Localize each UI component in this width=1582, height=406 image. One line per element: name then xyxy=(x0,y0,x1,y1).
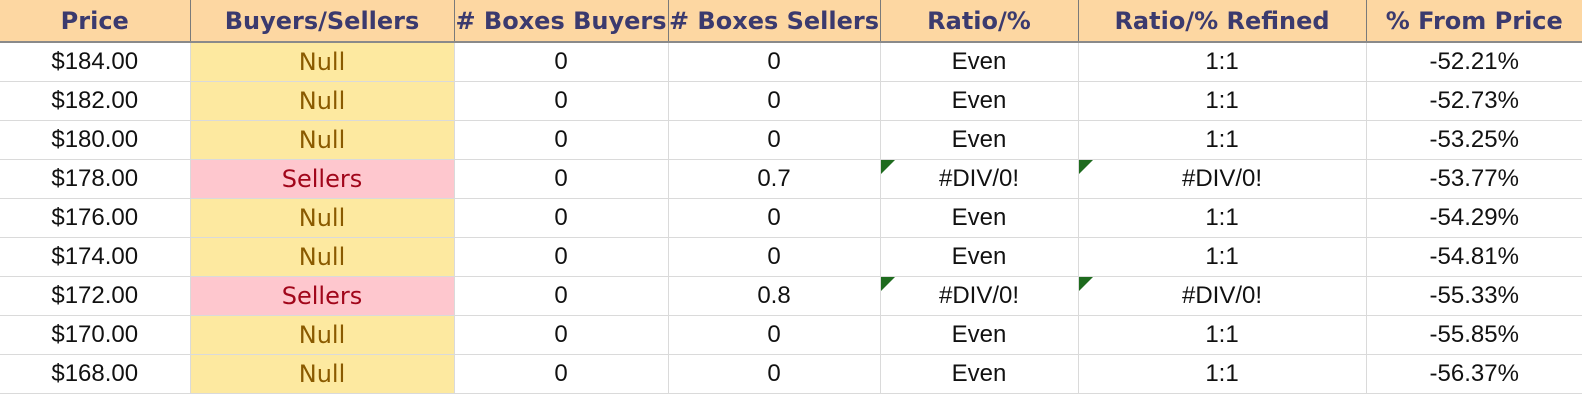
buyers-sellers-cell[interactable]: Null xyxy=(190,315,455,355)
price-cell[interactable]: $184.00 xyxy=(0,42,191,82)
table-row: $174.00 Null 0 0 Even 1:1 -54.81% xyxy=(0,237,1582,277)
spreadsheet-table: Price Buyers/Sellers # Boxes Buyers # Bo… xyxy=(0,0,1582,394)
ratio-cell[interactable]: Even xyxy=(880,237,1079,277)
boxes-buyers-cell[interactable]: 0 xyxy=(454,81,669,121)
buyers-sellers-cell[interactable]: Null xyxy=(190,120,455,160)
column-header-boxes-sellers[interactable]: # Boxes Sellers xyxy=(668,0,881,43)
boxes-sellers-cell[interactable]: 0 xyxy=(668,42,881,82)
table-row: $178.00 Sellers 0 0.7 #DIV/0! #DIV/0! -53.77% xyxy=(0,159,1582,199)
price-cell[interactable]: $176.00 xyxy=(0,198,191,238)
ratio-refined-cell[interactable]: 1:1 xyxy=(1078,237,1367,277)
price-cell[interactable]: $168.00 xyxy=(0,354,191,394)
from-price-cell[interactable]: -52.73% xyxy=(1366,81,1582,121)
from-price-cell[interactable]: -54.81% xyxy=(1366,237,1582,277)
ratio-cell[interactable]: Even xyxy=(880,120,1079,160)
ratio-cell[interactable]: Even xyxy=(880,81,1079,121)
ratio-refined-cell[interactable]: 1:1 xyxy=(1078,120,1367,160)
ratio-refined-cell[interactable]: #DIV/0! xyxy=(1078,159,1367,199)
from-price-cell[interactable]: -54.29% xyxy=(1366,198,1582,238)
column-header-price[interactable]: Price xyxy=(0,0,191,43)
from-price-cell[interactable]: -55.33% xyxy=(1366,276,1582,316)
price-cell[interactable]: $172.00 xyxy=(0,276,191,316)
price-cell[interactable]: $174.00 xyxy=(0,237,191,277)
header-row: Price Buyers/Sellers # Boxes Buyers # Bo… xyxy=(0,0,1582,43)
ratio-cell[interactable]: #DIV/0! xyxy=(880,276,1079,316)
ratio-cell[interactable]: Even xyxy=(880,198,1079,238)
ratio-cell[interactable]: Even xyxy=(880,354,1079,394)
from-price-cell[interactable]: -53.25% xyxy=(1366,120,1582,160)
boxes-sellers-cell[interactable]: 0 xyxy=(668,198,881,238)
boxes-buyers-cell[interactable]: 0 xyxy=(454,315,669,355)
ratio-refined-cell[interactable]: 1:1 xyxy=(1078,42,1367,82)
boxes-buyers-cell[interactable]: 0 xyxy=(454,159,669,199)
table-row: $176.00 Null 0 0 Even 1:1 -54.29% xyxy=(0,198,1582,238)
from-price-cell[interactable]: -56.37% xyxy=(1366,354,1582,394)
column-header-ratio-refined[interactable]: Ratio/% Refined xyxy=(1078,0,1367,43)
price-cell[interactable]: $180.00 xyxy=(0,120,191,160)
table-row: $180.00 Null 0 0 Even 1:1 -53.25% xyxy=(0,120,1582,160)
column-header-boxes-buyers[interactable]: # Boxes Buyers xyxy=(454,0,669,43)
buyers-sellers-cell[interactable]: Null xyxy=(190,81,455,121)
column-header-buyers-sellers[interactable]: Buyers/Sellers xyxy=(190,0,455,43)
price-cell[interactable]: $178.00 xyxy=(0,159,191,199)
from-price-cell[interactable]: -53.77% xyxy=(1366,159,1582,199)
buyers-sellers-cell[interactable]: Null xyxy=(190,237,455,277)
price-cell[interactable]: $170.00 xyxy=(0,315,191,355)
buyers-sellers-cell[interactable]: Null xyxy=(190,354,455,394)
boxes-buyers-cell[interactable]: 0 xyxy=(454,237,669,277)
buyers-sellers-cell[interactable]: Null xyxy=(190,42,455,82)
table-row: $172.00 Sellers 0 0.8 #DIV/0! #DIV/0! -55.33% xyxy=(0,276,1582,316)
boxes-sellers-cell[interactable]: 0.8 xyxy=(668,276,881,316)
ratio-refined-cell[interactable]: 1:1 xyxy=(1078,315,1367,355)
column-header-ratio[interactable]: Ratio/% xyxy=(880,0,1079,43)
boxes-buyers-cell[interactable]: 0 xyxy=(454,42,669,82)
boxes-buyers-cell[interactable]: 0 xyxy=(454,354,669,394)
buyers-sellers-cell[interactable]: Null xyxy=(190,198,455,238)
boxes-sellers-cell[interactable]: 0.7 xyxy=(668,159,881,199)
table-row: $182.00 Null 0 0 Even 1:1 -52.73% xyxy=(0,81,1582,121)
table-row: $170.00 Null 0 0 Even 1:1 -55.85% xyxy=(0,315,1582,355)
from-price-cell[interactable]: -52.21% xyxy=(1366,42,1582,82)
table-row: $168.00 Null 0 0 Even 1:1 -56.37% xyxy=(0,354,1582,394)
ratio-refined-cell[interactable]: 1:1 xyxy=(1078,81,1367,121)
ratio-refined-cell[interactable]: #DIV/0! xyxy=(1078,276,1367,316)
buyers-sellers-cell[interactable]: Sellers xyxy=(190,159,455,199)
buyers-sellers-cell[interactable]: Sellers xyxy=(190,276,455,316)
from-price-cell[interactable]: -55.85% xyxy=(1366,315,1582,355)
boxes-buyers-cell[interactable]: 0 xyxy=(454,198,669,238)
table-row: $184.00 Null 0 0 Even 1:1 -52.21% xyxy=(0,42,1582,82)
boxes-sellers-cell[interactable]: 0 xyxy=(668,354,881,394)
ratio-cell[interactable]: #DIV/0! xyxy=(880,159,1079,199)
boxes-sellers-cell[interactable]: 0 xyxy=(668,237,881,277)
ratio-cell[interactable]: Even xyxy=(880,315,1079,355)
boxes-buyers-cell[interactable]: 0 xyxy=(454,276,669,316)
boxes-sellers-cell[interactable]: 0 xyxy=(668,315,881,355)
boxes-sellers-cell[interactable]: 0 xyxy=(668,81,881,121)
boxes-buyers-cell[interactable]: 0 xyxy=(454,120,669,160)
column-header-from-price[interactable]: % From Price xyxy=(1366,0,1582,43)
ratio-refined-cell[interactable]: 1:1 xyxy=(1078,354,1367,394)
boxes-sellers-cell[interactable]: 0 xyxy=(668,120,881,160)
ratio-refined-cell[interactable]: 1:1 xyxy=(1078,198,1367,238)
price-cell[interactable]: $182.00 xyxy=(0,81,191,121)
ratio-cell[interactable]: Even xyxy=(880,42,1079,82)
